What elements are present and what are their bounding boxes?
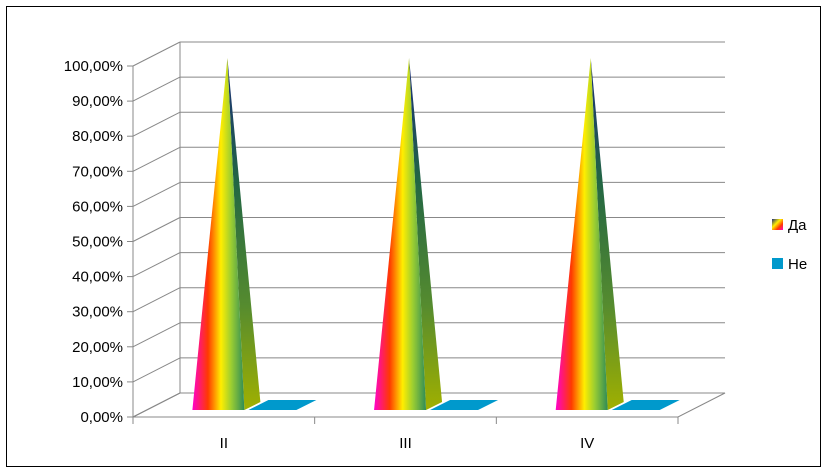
y-tick-label: 50,00% [72,234,123,251]
x-axis-ticks: II III IV [132,417,679,452]
gridline-diagonal [132,146,181,172]
y-tick-label: 70,00% [72,163,123,180]
y-tick-label: 60,00% [72,198,123,215]
x-tick-label: IV [580,435,594,452]
y-tick-label: 10,00% [72,374,123,391]
bar-ne [248,400,317,410]
y-tick-label: 0,00% [80,409,123,426]
y-tick-label: 100,00% [64,58,123,75]
x-tick-label: III [399,435,412,452]
bar-da-side [409,58,443,410]
gridlines [132,41,725,418]
gridline-diagonal [132,181,181,207]
y-tick-label: 30,00% [72,304,123,321]
gridline-diagonal [132,287,181,313]
gridline-diagonal [132,111,181,137]
bar-da-side [590,58,624,410]
gridline-diagonal [132,252,181,278]
y-tick-label: 40,00% [72,269,123,286]
bar-ne [430,400,499,410]
gridline-diagonal [132,217,181,242]
bar-da [555,58,608,410]
x-tick-label: II [220,435,228,452]
legend-label-da: Да [788,217,807,234]
y-tick-label: 80,00% [72,128,123,145]
bar-ne [611,400,680,410]
bar-da [374,58,427,410]
y-axis-ticks: 0,00% 10,00% 20,00% 30,00% 40,00% 50,00% 60,00… [64,58,133,426]
legend: Да Не [772,217,807,273]
gridline-diagonal [132,357,181,383]
gridline-diagonal [132,76,181,102]
legend-label-ne: Не [788,256,807,273]
chart-marks [192,58,680,410]
legend-swatch-da [772,219,783,230]
legend-swatch-ne [772,258,783,269]
bar-da-side [227,58,261,410]
y-tick-label: 90,00% [72,93,123,110]
bar-da [192,58,245,410]
gridline-diagonal [132,322,181,348]
y-tick-label: 20,00% [72,339,123,356]
gridline-diagonal [132,41,181,67]
